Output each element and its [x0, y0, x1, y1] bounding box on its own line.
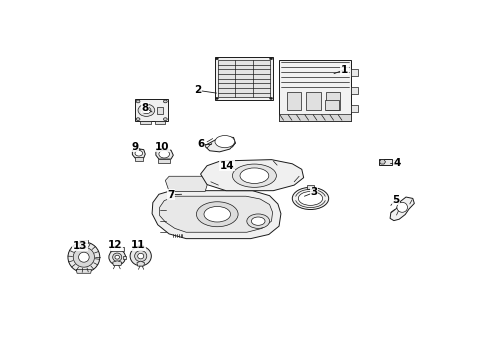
Ellipse shape: [109, 249, 125, 265]
Bar: [324, 100, 338, 110]
Ellipse shape: [298, 192, 322, 205]
Ellipse shape: [142, 107, 151, 114]
Polygon shape: [139, 245, 142, 247]
Ellipse shape: [159, 150, 169, 158]
Text: 9: 9: [132, 141, 139, 152]
Text: 2: 2: [194, 85, 201, 95]
Polygon shape: [76, 269, 91, 273]
Bar: [379, 159, 391, 165]
Bar: [350, 69, 357, 76]
Polygon shape: [214, 57, 273, 100]
Text: 4: 4: [393, 158, 401, 168]
Polygon shape: [158, 159, 170, 163]
Ellipse shape: [79, 252, 89, 262]
Ellipse shape: [138, 104, 154, 116]
Ellipse shape: [163, 100, 167, 103]
Polygon shape: [112, 261, 122, 266]
Ellipse shape: [269, 97, 272, 99]
Polygon shape: [279, 114, 350, 121]
Ellipse shape: [215, 135, 234, 148]
Ellipse shape: [269, 58, 272, 60]
Polygon shape: [79, 240, 88, 243]
Bar: [350, 105, 357, 112]
Ellipse shape: [115, 255, 119, 259]
Ellipse shape: [203, 207, 230, 222]
Bar: [305, 92, 320, 110]
Ellipse shape: [292, 187, 328, 210]
Text: 1: 1: [340, 64, 347, 75]
Ellipse shape: [251, 217, 264, 225]
Polygon shape: [159, 196, 272, 232]
Ellipse shape: [136, 118, 140, 121]
Ellipse shape: [396, 202, 407, 212]
Polygon shape: [154, 121, 164, 123]
Bar: [350, 87, 357, 94]
Text: 6: 6: [197, 139, 204, 149]
Polygon shape: [139, 121, 151, 124]
Bar: [307, 185, 313, 189]
Text: 10: 10: [154, 141, 169, 152]
Polygon shape: [156, 149, 173, 159]
Polygon shape: [110, 247, 123, 251]
Text: 3: 3: [310, 187, 317, 197]
Text: 13: 13: [73, 240, 87, 251]
Ellipse shape: [215, 97, 218, 99]
Text: 7: 7: [167, 190, 174, 200]
Text: 14: 14: [219, 161, 234, 171]
Polygon shape: [135, 157, 142, 161]
Ellipse shape: [112, 253, 122, 261]
Ellipse shape: [73, 247, 94, 267]
Ellipse shape: [163, 118, 167, 121]
Bar: [286, 92, 301, 110]
Polygon shape: [122, 256, 126, 259]
Ellipse shape: [134, 251, 146, 262]
Ellipse shape: [196, 202, 238, 227]
Ellipse shape: [130, 246, 151, 266]
Ellipse shape: [246, 214, 269, 228]
Polygon shape: [218, 60, 269, 97]
Polygon shape: [137, 261, 144, 266]
Polygon shape: [389, 197, 413, 221]
Ellipse shape: [135, 150, 142, 156]
Bar: [391, 160, 397, 163]
Polygon shape: [200, 159, 303, 191]
Text: 12: 12: [107, 240, 122, 250]
Polygon shape: [152, 191, 280, 239]
Text: 5: 5: [392, 195, 399, 205]
Ellipse shape: [232, 164, 276, 187]
Polygon shape: [279, 60, 350, 121]
Text: 8: 8: [142, 103, 148, 113]
Ellipse shape: [68, 242, 100, 273]
Text: 11: 11: [131, 240, 145, 250]
Ellipse shape: [240, 168, 268, 184]
Ellipse shape: [215, 58, 218, 60]
Polygon shape: [165, 176, 208, 192]
Bar: [325, 92, 340, 110]
Ellipse shape: [136, 100, 140, 103]
Bar: [157, 107, 163, 114]
Polygon shape: [204, 137, 235, 152]
Polygon shape: [132, 149, 145, 158]
Polygon shape: [379, 159, 385, 164]
Ellipse shape: [138, 253, 143, 259]
Polygon shape: [135, 99, 168, 121]
